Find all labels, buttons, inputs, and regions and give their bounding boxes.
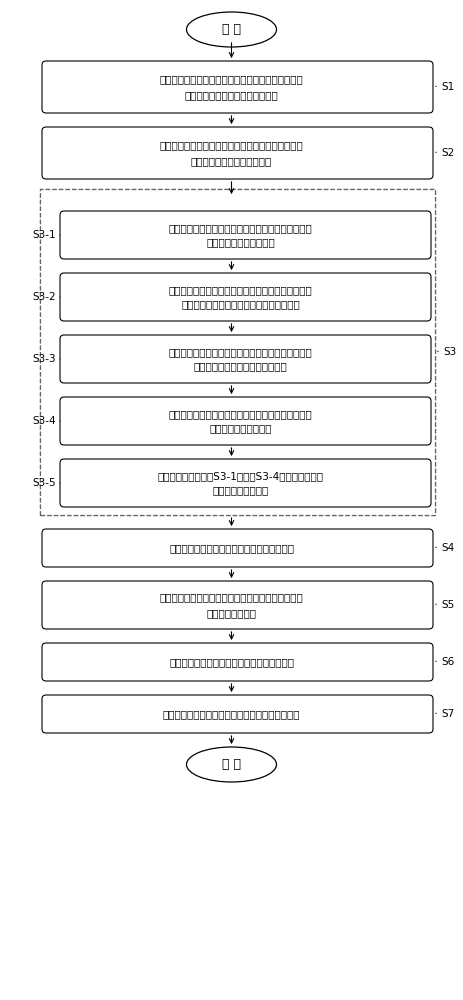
FancyBboxPatch shape: [42, 529, 433, 567]
Text: 通信部将光纤链路状态信息发送至报告生成部: 通信部将光纤链路状态信息发送至报告生成部: [169, 543, 294, 553]
Text: 通信性能评估单元通过将动态损耗值预估信息与预定: 通信性能评估单元通过将动态损耗值预估信息与预定: [169, 347, 313, 357]
Text: 通断状态判断单元基于数字信号判断待测光纤的通断: 通断状态判断单元基于数字信号判断待测光纤的通断: [169, 223, 313, 233]
Text: 平稳得到故障风险信息: 平稳得到故障风险信息: [209, 423, 272, 433]
Text: 发射与待测光纤种类对应的光信号: 发射与待测光纤种类对应的光信号: [185, 90, 278, 100]
Text: 标准进行对比评估出通信性能信息: 标准进行对比评估出通信性能信息: [194, 361, 288, 371]
Text: S3-2: S3-2: [32, 292, 56, 302]
FancyBboxPatch shape: [60, 397, 431, 445]
Text: 通信部将光纤链路状态日志发送至日志存储部: 通信部将光纤链路状态日志发送至日志存储部: [169, 657, 294, 667]
Bar: [40, 189, 435, 515]
Text: S3-1: S3-1: [32, 230, 56, 240]
Text: S2: S2: [441, 148, 454, 158]
Text: S3-4: S3-4: [32, 416, 56, 426]
FancyBboxPatch shape: [60, 211, 431, 259]
Text: 损耗运算函数计算得到动态损耗值预估信息: 损耗运算函数计算得到动态损耗值预估信息: [181, 299, 300, 309]
FancyBboxPatch shape: [42, 643, 433, 681]
Text: S1: S1: [441, 82, 454, 92]
Text: 数据整合单元将步骤S3-1至步骤S3-4得到的信息整合: 数据整合单元将步骤S3-1至步骤S3-4得到的信息整合: [157, 471, 324, 481]
FancyBboxPatch shape: [60, 273, 431, 321]
FancyBboxPatch shape: [42, 127, 433, 179]
Text: 动态损耗值预估单元对接收到的数字信号基于预定的: 动态损耗值预估单元对接收到的数字信号基于预定的: [169, 285, 313, 295]
FancyBboxPatch shape: [42, 581, 433, 629]
Text: 为光纤链路状态信息: 为光纤链路状态信息: [213, 485, 269, 495]
FancyBboxPatch shape: [60, 335, 431, 383]
Text: 报告生成部将接收到的光纤链路状态信息生成对应的: 报告生成部将接收到的光纤链路状态信息生成对应的: [160, 592, 303, 602]
Text: 将光纤校验监测部安装在待测光纤两端，由光发射端: 将光纤校验监测部安装在待测光纤两端，由光发射端: [160, 74, 303, 84]
Text: S4: S4: [441, 543, 454, 553]
Text: S3-3: S3-3: [32, 354, 56, 364]
Bar: [40, 189, 435, 515]
FancyBboxPatch shape: [60, 459, 431, 507]
Text: S6: S6: [441, 657, 454, 667]
Text: 光接收端对该光信号进行处理转化为数字信号，并将: 光接收端对该光信号进行处理转化为数字信号，并将: [160, 140, 303, 150]
Text: 故障风险测评单元通过判断数字信号的数值变化是否: 故障风险测评单元通过判断数字信号的数值变化是否: [169, 409, 313, 419]
Text: S7: S7: [441, 709, 454, 719]
Text: 光纤链路状态日志: 光纤链路状态日志: [206, 608, 257, 618]
Text: 结 束: 结 束: [222, 758, 241, 771]
Text: 日志存储部将接收到的光纤链路状态日志进行存储: 日志存储部将接收到的光纤链路状态日志进行存储: [163, 709, 300, 719]
Text: 状态，生成通断状态信息: 状态，生成通断状态信息: [206, 237, 275, 247]
Text: 开 始: 开 始: [222, 23, 241, 36]
Text: S3: S3: [443, 347, 456, 357]
Ellipse shape: [187, 747, 276, 782]
Text: S5: S5: [441, 600, 454, 610]
FancyBboxPatch shape: [42, 61, 433, 113]
FancyBboxPatch shape: [42, 695, 433, 733]
Text: 该数字信号传输至数据处理部: 该数字信号传输至数据处理部: [191, 156, 272, 166]
Text: S3-5: S3-5: [32, 478, 56, 488]
Ellipse shape: [187, 12, 276, 47]
